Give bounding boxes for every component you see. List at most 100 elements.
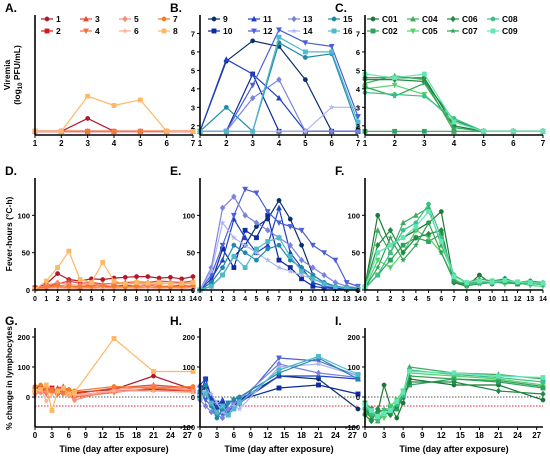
data-point (231, 406, 237, 412)
y-tick-label: 3 (356, 103, 360, 112)
x-tick-label: 10 (144, 296, 152, 303)
data-point (237, 394, 242, 400)
data-point (388, 242, 393, 248)
x-tick-label: 9 (300, 296, 304, 303)
data-point (315, 369, 322, 377)
x-tick-label: 12 (263, 431, 272, 440)
legend: 9 10 11 12 13 14 15 16 (208, 14, 353, 36)
data-point (203, 382, 209, 388)
x-tick-label: 4 (112, 139, 117, 148)
y-tick-label: 100 (17, 363, 30, 372)
data-point (481, 128, 487, 134)
x-tick-label: 2 (392, 139, 397, 148)
data-point (276, 197, 282, 203)
data-point (145, 274, 151, 279)
data-point (392, 128, 398, 134)
legend-marker (410, 28, 416, 35)
legend-marker (370, 28, 376, 34)
panel-a: A. 1 2 3 4 5 6 7 1 2 3 4 5 6 7 8 (5, 1, 197, 148)
data-point (111, 278, 117, 284)
y-tick-label: 0 (26, 286, 30, 295)
data-point (374, 264, 381, 271)
panel-label: A. (5, 1, 17, 15)
x-tick-label: 18 (297, 431, 306, 440)
data-point (264, 256, 271, 263)
y-tick-label: 50 (352, 249, 360, 258)
data-point (49, 388, 55, 394)
x-tick-label: 8 (465, 296, 469, 303)
x-tick-label: 6 (164, 139, 169, 148)
viremia-ylabel: Viremia (2, 59, 12, 90)
series-15 (197, 40, 361, 134)
legend-marker (211, 28, 217, 34)
data-point (202, 375, 209, 382)
legend-marker (251, 28, 257, 35)
data-point (540, 280, 546, 286)
panel-label: F. (335, 164, 344, 178)
data-point (213, 399, 221, 406)
x-tick-label: 2 (224, 139, 229, 148)
data-point (302, 77, 308, 83)
data-point (242, 212, 248, 219)
data-point (208, 408, 215, 416)
data-point (253, 190, 260, 197)
x-tick-label: 1 (209, 296, 213, 303)
legend-marker (290, 27, 298, 34)
data-point (374, 257, 381, 264)
data-point (190, 384, 196, 389)
data-point (287, 241, 294, 249)
data-point (381, 415, 388, 422)
data-point (55, 283, 60, 288)
data-point (374, 227, 381, 233)
data-point (38, 382, 44, 388)
data-point (451, 274, 457, 279)
data-point (276, 76, 282, 83)
x-tick-label: 1 (363, 139, 368, 148)
series-line (35, 95, 193, 132)
legend: 1 2 3 4 5 6 7 8 (41, 14, 178, 36)
legend-marker (331, 28, 337, 34)
x-tick-label: 5 (427, 296, 431, 303)
legend-label: C05 (422, 26, 438, 36)
data-point (287, 216, 293, 222)
x-tick-label: 24 (331, 431, 340, 440)
data-point (253, 219, 260, 227)
data-point (254, 246, 259, 252)
data-point (77, 277, 83, 282)
x-tick-label: 15 (115, 431, 124, 440)
x-tick-label: 5 (138, 139, 143, 148)
series-line (200, 106, 358, 132)
series-C09 (362, 71, 546, 134)
legend-marker (122, 15, 128, 23)
data-point (299, 268, 304, 274)
data-point (137, 128, 143, 134)
legend-marker (161, 16, 167, 22)
data-point (249, 94, 256, 102)
data-point (225, 412, 231, 418)
x-tick-label: 2 (388, 296, 392, 303)
y-tick-label: 7 (191, 29, 195, 38)
y-tick-label: 0 (356, 286, 360, 295)
data-point (85, 128, 91, 134)
data-point (111, 283, 117, 289)
series-line (200, 78, 358, 132)
x-tick-label: 3 (85, 139, 90, 148)
data-point (190, 280, 196, 285)
x-tick-label: 6 (401, 431, 406, 440)
x-tick-label: 3 (50, 431, 55, 440)
data-point (276, 235, 282, 241)
x-tick-label: 1 (376, 296, 380, 303)
data-point (276, 204, 282, 211)
x-tick-label: 15 (456, 431, 465, 440)
data-point (400, 235, 406, 241)
data-point (302, 128, 309, 134)
legend-label: 11 (263, 14, 272, 24)
data-point (179, 280, 185, 286)
data-point (302, 49, 308, 55)
data-point (374, 241, 381, 249)
data-point (241, 241, 249, 248)
data-point (328, 43, 335, 50)
